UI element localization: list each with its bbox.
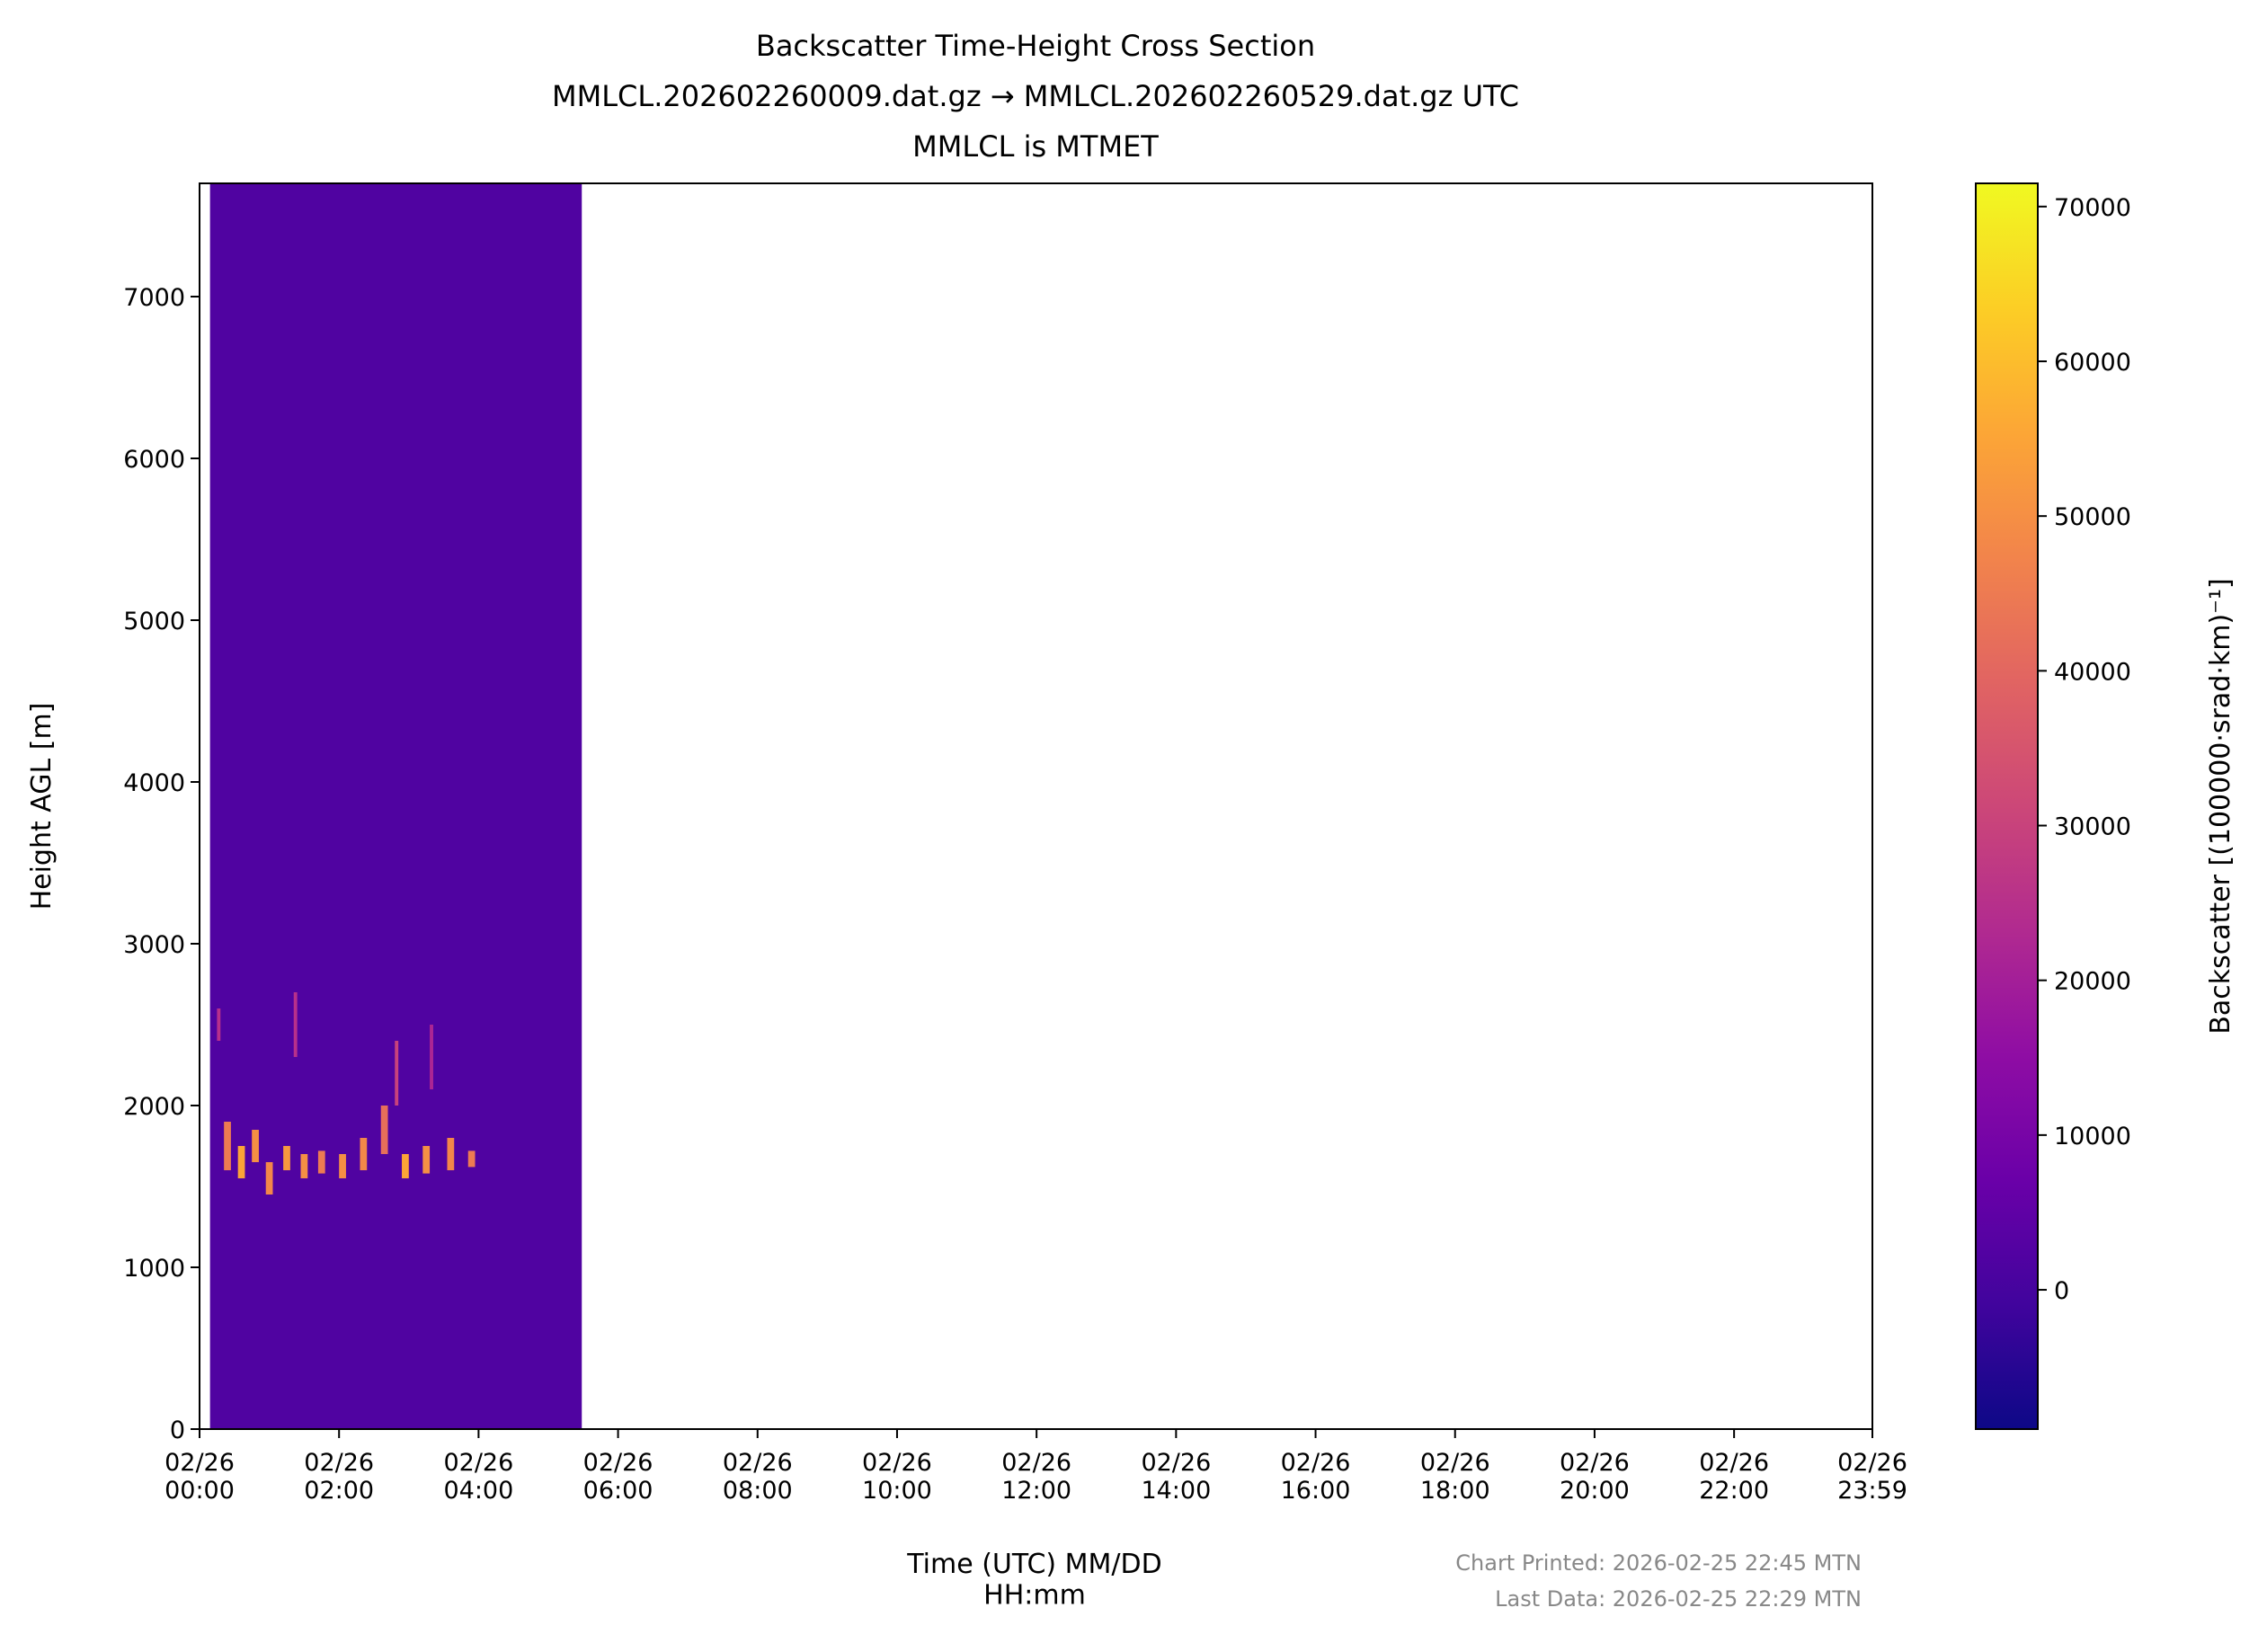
colorbar-tick-label: 20000 [2054, 968, 2131, 996]
heatmap-cell [339, 1154, 346, 1178]
heatmap-cell [317, 1150, 325, 1174]
heatmap-cell [447, 1138, 455, 1170]
heatmap-cell [224, 1122, 231, 1170]
heatmap-cell [252, 1130, 259, 1162]
heatmap-cell [467, 1150, 476, 1168]
y-tick-label: 2000 [123, 1093, 185, 1121]
heatmap-cell [217, 1008, 221, 1041]
x-tick-label: 02/26 04:00 [443, 1449, 513, 1505]
x-tick-label: 02/26 10:00 [862, 1449, 932, 1505]
colorbar-tick-label: 40000 [2054, 658, 2131, 686]
colorbar [1975, 182, 2039, 1430]
x-tick-label: 02/26 06:00 [583, 1449, 653, 1505]
x-tick-label: 02/26 00:00 [164, 1449, 235, 1505]
x-tick-label: 02/26 08:00 [723, 1449, 793, 1505]
footer-note: Last Data: 2026-02-25 22:29 MTN [1495, 1586, 1862, 1612]
footer-note: Chart Printed: 2026-02-25 22:45 MTN [1455, 1550, 1862, 1576]
chart-subtitle: MMLCL.202602260009.dat.gz → MMLCL.202602… [552, 79, 1519, 113]
colorbar-tick-label: 60000 [2054, 349, 2131, 377]
x-tick-label: 02/26 18:00 [1420, 1449, 1490, 1505]
x-tick-label: 02/26 20:00 [1560, 1449, 1630, 1505]
colorbar-tick-label: 50000 [2054, 503, 2131, 531]
chart-title: Backscatter Time-Height Cross Section [756, 29, 1315, 63]
colorbar-label: Backscatter [(100000·srad·km)⁻¹] [2205, 578, 2236, 1034]
x-tick-label: 02/26 22:00 [1699, 1449, 1769, 1505]
heatmap-cell [395, 1041, 399, 1106]
colorbar-tick-label: 30000 [2054, 813, 2131, 841]
y-tick-label: 0 [170, 1417, 185, 1444]
colorbar-tick-label: 70000 [2054, 194, 2131, 222]
x-axis-label: Time (UTC) MM/DD HH:mm [906, 1549, 1161, 1612]
chart-subtitle: MMLCL is MTMET [912, 129, 1159, 164]
heatmap-cell [422, 1146, 431, 1174]
heatmap-cell [265, 1162, 273, 1195]
heatmap-cell [402, 1154, 409, 1178]
y-tick-label: 3000 [123, 931, 185, 959]
x-tick-label: 02/26 14:00 [1141, 1449, 1211, 1505]
x-tick-label: 02/26 23:59 [1837, 1449, 1907, 1505]
heatmap-cell [300, 1154, 308, 1178]
heatmap-cell [380, 1106, 388, 1154]
x-tick-label: 02/26 12:00 [1001, 1449, 1071, 1505]
heatmap-cell [360, 1138, 368, 1170]
y-tick-label: 7000 [123, 284, 185, 312]
heatmap-cell [237, 1146, 245, 1178]
heatmap-cell [283, 1146, 290, 1170]
heatmap-cell [430, 1025, 433, 1089]
y-tick-label: 1000 [123, 1255, 185, 1283]
heatmap-cell [209, 183, 582, 1429]
y-axis-label: Height AGL [m] [26, 703, 58, 910]
y-tick-label: 4000 [123, 769, 185, 797]
heatmap-cell [293, 992, 298, 1057]
x-tick-label: 02/26 16:00 [1281, 1449, 1351, 1505]
y-tick-label: 5000 [123, 608, 185, 635]
colorbar-tick-label: 0 [2054, 1277, 2069, 1305]
colorbar-tick-label: 10000 [2054, 1123, 2131, 1150]
y-tick-label: 6000 [123, 446, 185, 474]
x-tick-label: 02/26 02:00 [304, 1449, 374, 1505]
